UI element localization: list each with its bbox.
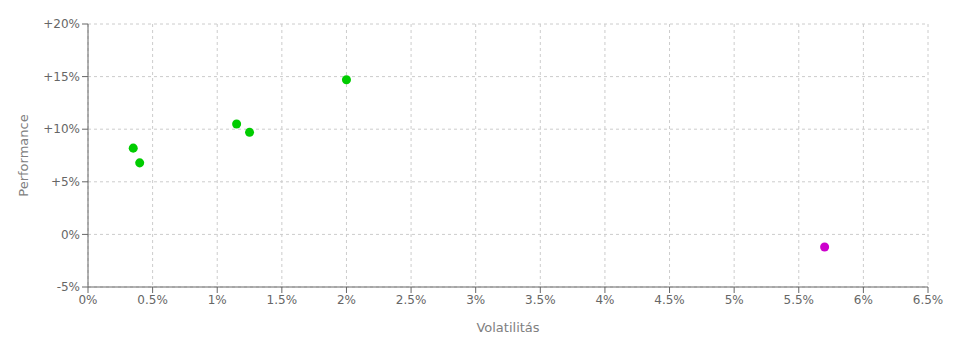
svg-text:+15%: +15% [43, 70, 80, 84]
svg-text:-5%: -5% [57, 280, 80, 294]
svg-text:1%: 1% [208, 293, 227, 307]
svg-text:Volatilitás: Volatilitás [476, 320, 539, 335]
svg-text:2.5%: 2.5% [396, 293, 427, 307]
svg-text:0%: 0% [78, 293, 97, 307]
svg-text:5.5%: 5.5% [784, 293, 815, 307]
svg-text:3.5%: 3.5% [525, 293, 556, 307]
svg-text:0.5%: 0.5% [137, 293, 168, 307]
svg-text:5%: 5% [725, 293, 744, 307]
svg-text:1.5%: 1.5% [267, 293, 298, 307]
svg-text:2%: 2% [337, 293, 356, 307]
svg-text:+20%: +20% [43, 17, 80, 31]
svg-text:0%: 0% [61, 228, 80, 242]
svg-text:+10%: +10% [43, 122, 80, 136]
svg-text:6.5%: 6.5% [913, 293, 944, 307]
svg-text:3%: 3% [466, 293, 485, 307]
svg-text:6%: 6% [854, 293, 873, 307]
svg-text:+5%: +5% [51, 175, 80, 189]
svg-text:4.5%: 4.5% [654, 293, 685, 307]
svg-text:4%: 4% [595, 293, 614, 307]
svg-text:Performance: Performance [16, 114, 31, 196]
